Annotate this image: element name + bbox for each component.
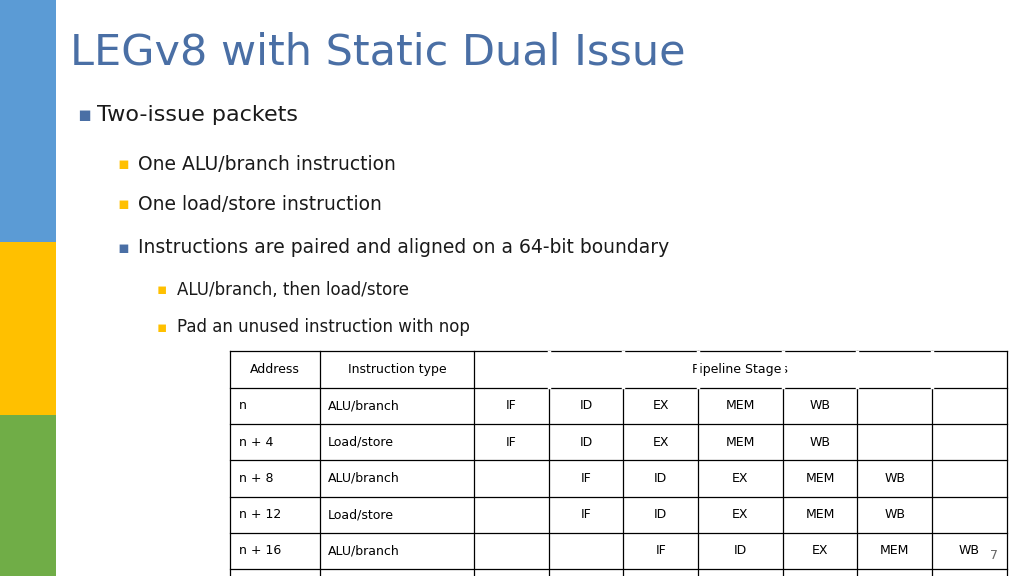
Text: Instruction type: Instruction type <box>348 363 446 376</box>
Text: ALU/branch: ALU/branch <box>328 544 400 558</box>
Text: n: n <box>239 399 247 412</box>
Text: ▪: ▪ <box>77 105 91 125</box>
Bar <box>0 0 56 242</box>
Text: ALU/branch, then load/store: ALU/branch, then load/store <box>177 281 410 299</box>
Text: WB: WB <box>958 544 980 558</box>
Text: 7: 7 <box>990 548 998 562</box>
Text: n + 12: n + 12 <box>239 508 281 521</box>
Text: EX: EX <box>732 508 749 521</box>
Text: MEM: MEM <box>726 399 755 412</box>
Text: Pad an unused instruction with nop: Pad an unused instruction with nop <box>177 318 470 336</box>
Text: IF: IF <box>581 472 592 485</box>
Text: EX: EX <box>652 435 669 449</box>
Text: One load/store instruction: One load/store instruction <box>138 195 382 214</box>
Text: LEGv8 with Static Dual Issue: LEGv8 with Static Dual Issue <box>70 32 685 74</box>
Text: ALU/branch: ALU/branch <box>328 399 400 412</box>
Text: n + 16: n + 16 <box>239 544 281 558</box>
Text: MEM: MEM <box>805 472 835 485</box>
Text: n + 8: n + 8 <box>239 472 273 485</box>
Bar <box>0 242 56 415</box>
Bar <box>230 351 1007 576</box>
Text: Pipeline Stages: Pipeline Stages <box>692 363 788 376</box>
Text: ID: ID <box>734 544 748 558</box>
Text: WB: WB <box>884 472 905 485</box>
Text: IF: IF <box>655 544 667 558</box>
Text: n + 4: n + 4 <box>239 435 273 449</box>
Text: WB: WB <box>810 435 830 449</box>
Text: IF: IF <box>506 435 517 449</box>
Text: Instructions are paired and aligned on a 64-bit boundary: Instructions are paired and aligned on a… <box>138 238 670 257</box>
Text: One ALU/branch instruction: One ALU/branch instruction <box>138 155 396 173</box>
Text: EX: EX <box>812 544 828 558</box>
Text: WB: WB <box>884 508 905 521</box>
Text: ALU/branch: ALU/branch <box>328 472 400 485</box>
Text: ID: ID <box>580 435 593 449</box>
Text: IF: IF <box>506 399 517 412</box>
Text: IF: IF <box>581 508 592 521</box>
Text: WB: WB <box>810 399 830 412</box>
Text: ▪: ▪ <box>118 155 129 173</box>
Text: Load/store: Load/store <box>328 508 394 521</box>
Text: EX: EX <box>732 472 749 485</box>
Text: ▪: ▪ <box>157 282 167 297</box>
Text: Address: Address <box>250 363 300 376</box>
Text: ID: ID <box>580 399 593 412</box>
Text: Two-issue packets: Two-issue packets <box>97 105 298 125</box>
Text: MEM: MEM <box>880 544 909 558</box>
Text: ▪: ▪ <box>157 320 167 335</box>
Text: EX: EX <box>652 399 669 412</box>
Text: MEM: MEM <box>805 508 835 521</box>
Text: ID: ID <box>654 472 668 485</box>
Text: ▪: ▪ <box>118 195 129 214</box>
Bar <box>0 415 56 576</box>
Text: ▪: ▪ <box>118 238 129 257</box>
Text: ID: ID <box>654 508 668 521</box>
Text: MEM: MEM <box>726 435 755 449</box>
Text: Load/store: Load/store <box>328 435 394 449</box>
